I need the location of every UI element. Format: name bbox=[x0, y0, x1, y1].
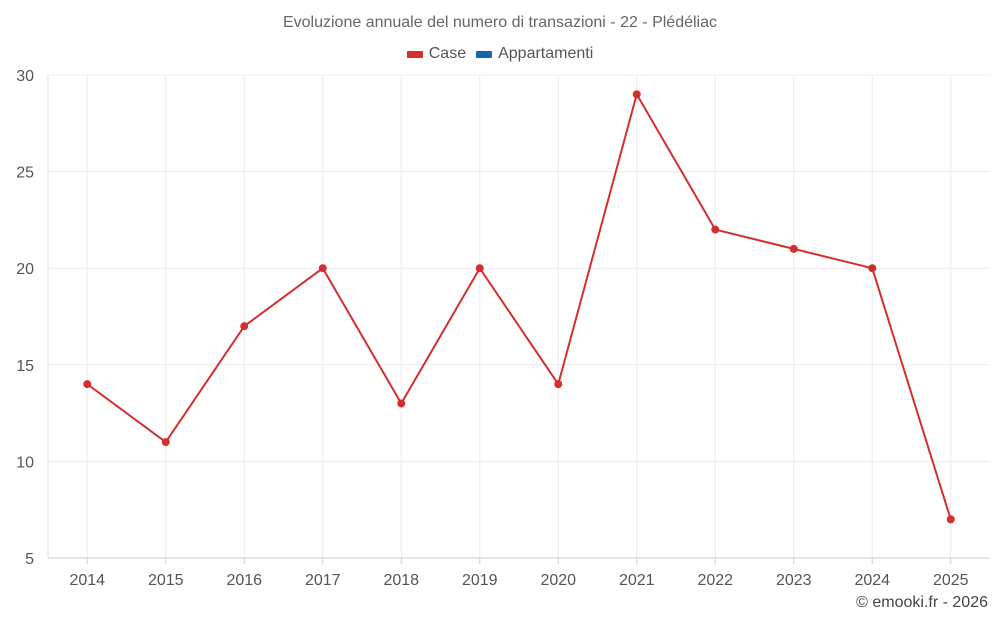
x-tick-label: 2019 bbox=[462, 572, 498, 589]
legend: Case Appartamenti bbox=[0, 45, 1000, 63]
data-point bbox=[240, 322, 249, 331]
legend-label-case: Case bbox=[428, 45, 467, 62]
y-tick-label: 5 bbox=[25, 551, 34, 568]
data-point bbox=[789, 244, 798, 253]
chart-title: Evoluzione annuale del numero di transaz… bbox=[282, 14, 718, 31]
legend-item-case[interactable]: Case bbox=[406, 45, 467, 63]
x-tick-label: 2020 bbox=[540, 572, 576, 589]
data-point bbox=[868, 264, 877, 273]
y-tick-label: 15 bbox=[16, 358, 34, 375]
x-tick-label: 2018 bbox=[383, 572, 419, 589]
credit-text: © emooki.fr - 2026 bbox=[856, 594, 988, 611]
x-tick-label: 2021 bbox=[619, 572, 655, 589]
y-tick-label: 30 bbox=[16, 68, 34, 85]
y-tick-label: 20 bbox=[16, 261, 34, 278]
data-point bbox=[83, 380, 92, 389]
legend-item-appartamenti[interactable]: Appartamenti bbox=[476, 45, 593, 63]
x-tick-label: 2014 bbox=[69, 572, 105, 589]
x-tick-label: 2016 bbox=[226, 572, 262, 589]
data-point bbox=[161, 438, 170, 447]
x-tick-label: 2015 bbox=[148, 572, 184, 589]
data-point bbox=[318, 264, 327, 273]
y-tick-label: 25 bbox=[16, 165, 34, 182]
x-tick-label: 2022 bbox=[697, 572, 733, 589]
legend-swatch-case bbox=[406, 50, 423, 58]
x-tick-label: 2025 bbox=[933, 572, 969, 589]
data-point bbox=[475, 264, 484, 273]
data-point bbox=[711, 225, 720, 234]
legend-label-appartamenti: Appartamenti bbox=[498, 45, 594, 62]
data-point bbox=[946, 515, 955, 524]
x-tick-label: 2017 bbox=[305, 572, 341, 589]
data-point bbox=[632, 90, 641, 99]
x-tick-label: 2023 bbox=[776, 572, 812, 589]
x-tick-label: 2024 bbox=[854, 572, 890, 589]
legend-swatch-appartamenti bbox=[476, 50, 493, 58]
y-tick-label: 10 bbox=[16, 454, 34, 471]
series-line-case bbox=[86, 93, 952, 520]
data-point bbox=[554, 380, 563, 389]
data-point bbox=[397, 399, 406, 408]
